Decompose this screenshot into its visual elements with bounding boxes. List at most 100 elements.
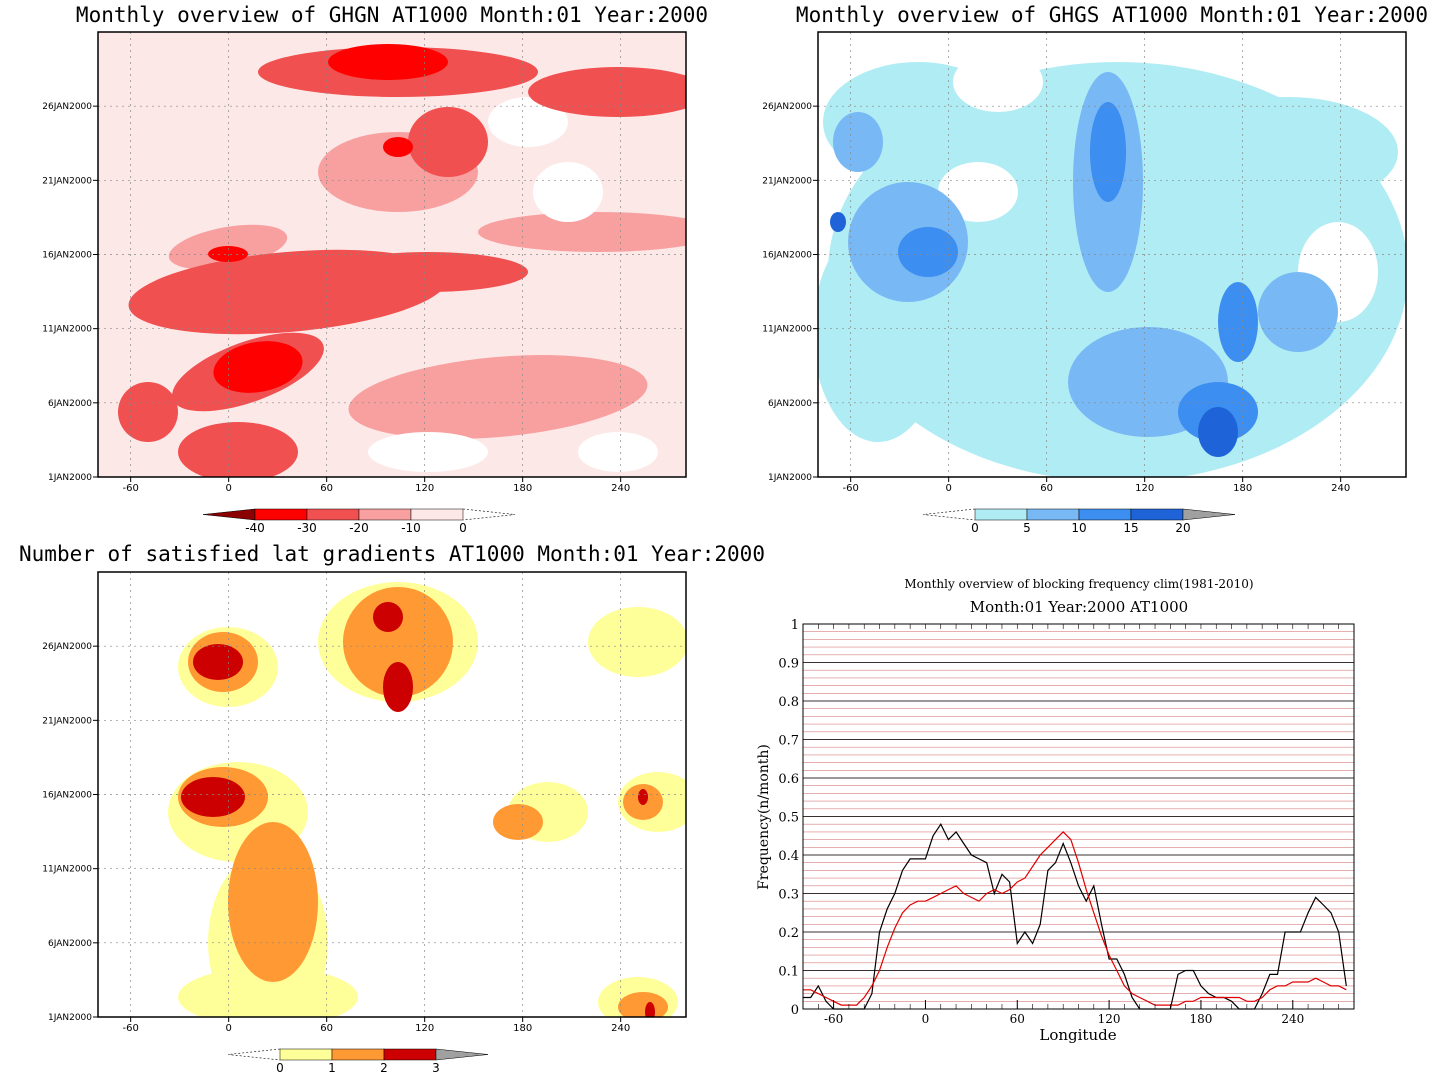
y-tick-label: 16JAN2000	[42, 791, 92, 801]
colorbar-label: -20	[349, 521, 369, 535]
ghgn-panel: Monthly overview of GHGN AT1000 Month:01…	[42, 3, 708, 535]
y-tick-label: 26JAN2000	[42, 642, 92, 652]
x-tick-label: -60	[824, 1012, 843, 1026]
y-tick-label: 1	[791, 618, 799, 633]
x-tick-label: 240	[611, 1023, 630, 1034]
contour-region	[1090, 102, 1126, 202]
contour-region	[1198, 407, 1238, 457]
y-tick-label: 21JAN2000	[762, 176, 812, 186]
contour-region	[528, 67, 686, 117]
y-tick-label: 0.8	[778, 695, 799, 710]
x-tick-label: 0	[922, 1012, 930, 1026]
contour-region	[618, 992, 668, 1017]
contour-region	[578, 432, 658, 472]
colorbar-label: 0	[971, 521, 979, 535]
lat-gradients-title: Number of satisfied lat gradients AT1000…	[19, 542, 765, 566]
contour-region	[833, 112, 883, 172]
colorbar-segment	[974, 508, 1028, 521]
y-tick-label: 11JAN2000	[42, 865, 92, 875]
contour-region	[1258, 272, 1338, 352]
blocking-subtitle: Month:01 Year:2000 AT1000	[970, 598, 1188, 616]
blocking-ticks: 0 0.1 0.2 0.3 0.4 0.5 0.6 0.7 0.8 0.9 1 -60 0 60 120 18…	[778, 618, 1355, 1026]
x-tick-label: 120	[415, 1023, 434, 1034]
x-tick-label: 60	[320, 1023, 333, 1034]
colorbar-segment	[1026, 508, 1080, 521]
contour-region	[953, 52, 1043, 112]
x-tick-label: 120	[415, 483, 434, 494]
colorbar-label: 0	[276, 1061, 284, 1075]
y-tick-label: 0	[791, 1003, 799, 1018]
contour-region	[178, 967, 358, 1017]
colorbar-end	[1182, 508, 1236, 521]
colorbar-segment	[306, 508, 360, 521]
x-tick-label: 0	[225, 1023, 231, 1034]
contour-region	[181, 777, 245, 817]
ghgs-field	[818, 32, 1406, 477]
colorbar-label: 15	[1123, 521, 1138, 535]
blocking-xlabel: Longitude	[1039, 1026, 1116, 1044]
colorbar-end	[435, 1048, 489, 1061]
x-tick-label: 0	[945, 483, 951, 494]
y-tick-label: 0.5	[778, 811, 799, 826]
contour-region	[1178, 97, 1398, 207]
contour-region	[208, 246, 248, 262]
ghgn-field	[98, 32, 686, 477]
y-tick-label: 0.2	[778, 926, 799, 941]
ghgn-title: Monthly overview of GHGN AT1000 Month:01…	[76, 3, 708, 27]
contour-region	[408, 107, 488, 177]
colorbar-end	[227, 1048, 281, 1061]
y-tick-label: 26JAN2000	[42, 102, 92, 112]
contour-region	[533, 162, 603, 222]
contour-region	[1218, 282, 1258, 362]
contour-region	[383, 137, 413, 157]
climatology-line	[803, 831, 1347, 1006]
contour-region	[348, 355, 648, 439]
colorbar-segment	[410, 508, 464, 521]
colorbar-label: 10	[1071, 521, 1086, 535]
y-tick-label: 11JAN2000	[762, 325, 812, 335]
contour-region	[118, 382, 178, 442]
colorbar-segment	[331, 1048, 385, 1061]
ghgs-ticks: -60 0 60 120 180 240 1JAN2000 6JAN2000 11JAN2000…	[762, 102, 1350, 494]
x-tick-label: -60	[122, 483, 138, 494]
x-tick-label: 180	[513, 1023, 532, 1034]
colorbar-end	[462, 508, 516, 521]
x-tick-label: 60	[320, 483, 333, 494]
x-tick-label: 180	[513, 483, 532, 494]
contour-region	[328, 252, 528, 292]
y-tick-label: 0.1	[778, 965, 799, 980]
contour-region	[830, 212, 846, 232]
colorbar-segment	[383, 1048, 437, 1061]
y-tick-label: 0.9	[778, 657, 799, 672]
x-tick-label: 0	[225, 483, 231, 494]
y-tick-label: 1JAN2000	[48, 1013, 92, 1023]
lat-gradients-colorbar: 0 1 2 3	[227, 1048, 489, 1075]
x-tick-label: 240	[1281, 1012, 1304, 1026]
contour-region	[363, 52, 413, 76]
colorbar-end	[202, 508, 256, 521]
ghgn-colorbar: -40 -30 -20 -10 0	[202, 508, 516, 535]
contour-region	[478, 212, 686, 252]
observed-frequency-line	[803, 822, 1347, 1010]
x-tick-label: 240	[611, 483, 630, 494]
colorbar-segment	[279, 1048, 333, 1061]
colorbar-label: -40	[245, 521, 265, 535]
y-tick-label: 16JAN2000	[42, 251, 92, 261]
colorbar-label: -30	[297, 521, 317, 535]
y-tick-label: 6JAN2000	[768, 399, 812, 409]
contour-region	[938, 162, 1018, 222]
contour-region	[368, 432, 488, 472]
contour-region	[488, 97, 568, 147]
colorbar-label: 2	[380, 1061, 388, 1075]
ghgs-title: Monthly overview of GHGS AT1000 Month:01…	[796, 3, 1428, 27]
contour-region	[228, 822, 318, 982]
contour-region	[645, 1002, 655, 1017]
y-tick-label: 6JAN2000	[48, 399, 92, 409]
lat-gradients-panel: Number of satisfied lat gradients AT1000…	[19, 542, 765, 1075]
colorbar-label: 3	[432, 1061, 440, 1075]
colorbar-segment	[254, 508, 308, 521]
x-tick-label: 60	[1010, 1012, 1025, 1026]
x-tick-label: -60	[122, 1023, 138, 1034]
blocking-ylabel: Frequency(n/month)	[756, 744, 772, 890]
